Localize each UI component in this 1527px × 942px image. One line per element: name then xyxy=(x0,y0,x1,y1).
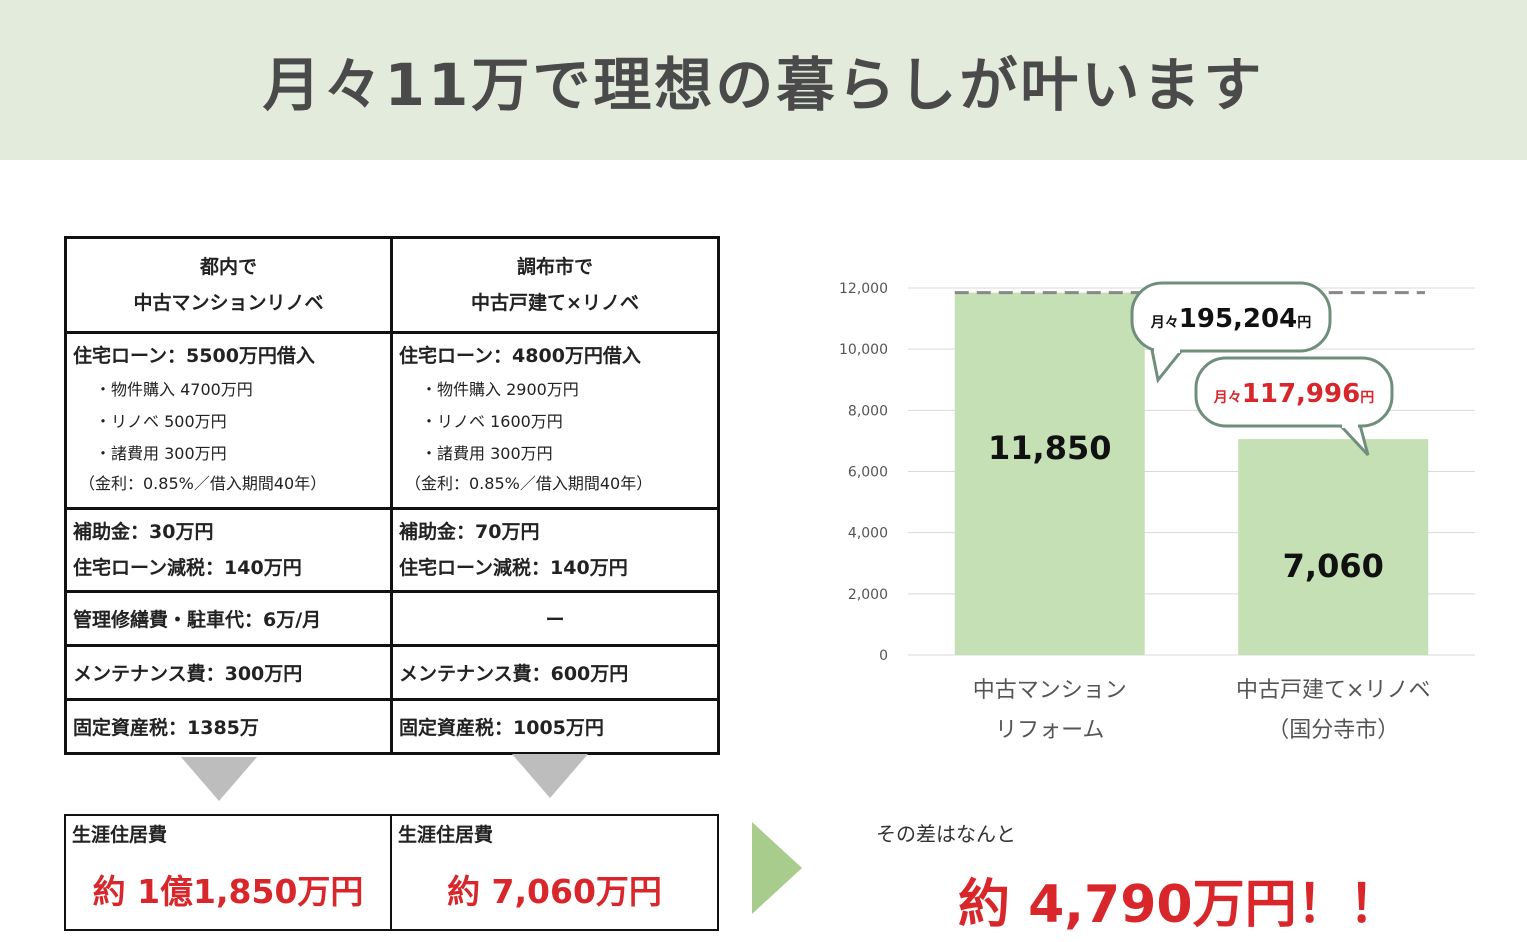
y-tick-label: 0 xyxy=(879,648,888,664)
col1-loan-cell: 住宅ローン：5500万円借入 ・物件購入 4700万円 ・リノベ 500万円 ・… xyxy=(64,331,393,510)
col2-header-line2: 中古戸建て×リノベ xyxy=(471,292,639,314)
col1-header-line1: 都内で xyxy=(199,256,257,278)
col2-loan-item: ・リノベ 1600万円 xyxy=(421,412,563,431)
col1-loan-item: ・物件購入 4700万円 xyxy=(95,380,253,399)
callout-tail-mask xyxy=(1342,422,1358,428)
col1-subsidy: 補助金：30万円 xyxy=(73,521,214,543)
difference-value: 約 4,790万円！！ xyxy=(958,875,1401,935)
difference-intro: その差はなんと xyxy=(876,822,1016,846)
col2-maintenance-cell: メンテナンス費：600万円 xyxy=(390,644,720,701)
callout-amount: 117,996 xyxy=(1242,379,1360,409)
header-banner: 月々11万で理想の暮らしが叶います xyxy=(0,0,1527,160)
col2-subsidy: 補助金：70万円 xyxy=(399,521,540,543)
down-arrow-icon xyxy=(181,757,257,801)
x-tick-label: （国分寺市） xyxy=(1267,718,1399,743)
callout-prefix: 月々 xyxy=(1213,390,1242,406)
callout-box xyxy=(1130,281,1332,353)
col2-total-cell: 生涯住居費 約 7,060万円 xyxy=(390,814,719,931)
x-tick-label: 中古マンション xyxy=(973,678,1127,703)
y-tick-label: 6,000 xyxy=(848,465,888,481)
cost-bar-chart: 0 2,000 4,000 6,000 8,000 10,000 12,000 11,850… xyxy=(839,281,1475,743)
col1-total-label: 生涯住居費 xyxy=(72,824,168,846)
y-tick-label: 10,000 xyxy=(839,342,888,358)
y-tick-label: 8,000 xyxy=(848,403,888,419)
bar-value-label: 7,060 xyxy=(1283,547,1384,585)
col1-loan-note: （金利：0.85%／借入期間40年） xyxy=(79,474,327,493)
col2-loan-item: ・諸費用 300万円 xyxy=(421,444,553,463)
page-title: 月々11万で理想の暮らしが叶います xyxy=(262,51,1265,119)
col1-loan-main: 住宅ローン：5500万円借入 xyxy=(73,345,315,367)
callout-text: 月々117,996円 xyxy=(1213,379,1374,409)
col1-loan-tax-reduction: 住宅ローン減税：140万円 xyxy=(73,557,302,579)
col2-tax-cell: 固定資産税：1005万円 xyxy=(390,698,720,755)
col2-header: 調布市で 中古戸建て×リノベ xyxy=(390,236,720,334)
col1-header-line2: 中古マンションリノベ xyxy=(133,292,324,314)
y-tick-label: 2,000 xyxy=(848,587,888,603)
col2-loan-cell: 住宅ローン：4800万円借入 ・物件購入 2900万円 ・リノベ 1600万円 … xyxy=(390,331,720,510)
callout-unit: 円 xyxy=(1360,390,1374,406)
col2-header-line1: 調布市で xyxy=(516,256,593,278)
callout-box xyxy=(1194,356,1394,428)
col1-loan-item: ・リノベ 500万円 xyxy=(95,412,227,431)
col2-loan-item: ・物件購入 2900万円 xyxy=(421,380,579,399)
x-tick-label: 中古戸建て×リノベ xyxy=(1236,678,1430,703)
bar xyxy=(954,292,1145,655)
col1-tax-cell: 固定資産税：1385万 xyxy=(64,698,393,755)
col2-loan-main: 住宅ローン：4800万円借入 xyxy=(399,345,641,367)
callout-prefix: 月々 xyxy=(1150,315,1179,331)
down-arrow-icon xyxy=(512,754,588,798)
col1-management-cell: 管理修繕費・駐車代：6万/月 xyxy=(64,590,393,647)
y-tick-label: 12,000 xyxy=(839,281,888,297)
col2-loan-note: （金利：0.85%／借入期間40年） xyxy=(405,474,653,493)
col1-total-value: 約 1億1,850万円 xyxy=(92,872,364,911)
chart-y-axis: 0 2,000 4,000 6,000 8,000 10,000 12,000 xyxy=(839,281,888,664)
chart-bar-labels: 11,850 7,060 xyxy=(988,429,1384,585)
callout-tail xyxy=(1150,348,1186,384)
chart-bars xyxy=(954,292,1429,655)
bar xyxy=(1238,439,1429,655)
col1-total-cell: 生涯住居費 約 1億1,850万円 xyxy=(64,814,392,931)
callout-tail-mask xyxy=(1154,347,1180,353)
col1-loan-item: ・諸費用 300万円 xyxy=(95,444,227,463)
col2-subsidy-cell: 補助金：70万円 住宅ローン減税：140万円 xyxy=(390,507,720,593)
col2-total-value: 約 7,060万円 xyxy=(447,872,662,911)
callout-text: 月々195,204円 xyxy=(1150,304,1311,334)
col2-management-cell: ー xyxy=(390,590,720,647)
right-arrow-icon xyxy=(752,822,802,914)
col1-maintenance-cell: メンテナンス費：300万円 xyxy=(64,644,393,701)
callout-bubble: 月々195,204円 xyxy=(1130,281,1332,384)
bar-value-label: 11,850 xyxy=(988,429,1111,467)
x-tick-label: リフォーム xyxy=(995,718,1104,743)
col2-loan-tax-reduction: 住宅ローン減税：140万円 xyxy=(399,557,628,579)
comparison-table: 都内で 中古マンションリノベ 調布市で 中古戸建て×リノベ 住宅ローン：5500… xyxy=(64,236,720,755)
y-tick-label: 4,000 xyxy=(848,526,888,542)
col1-subsidy-cell: 補助金：30万円 住宅ローン減税：140万円 xyxy=(64,507,393,593)
callout-unit: 円 xyxy=(1297,315,1311,331)
totals-table: 生涯住居費 約 1億1,850万円 生涯住居費 約 7,060万円 xyxy=(64,814,719,931)
col2-total-label: 生涯住居費 xyxy=(398,824,494,846)
callout-bubble: 月々117,996円 xyxy=(1194,356,1394,457)
callout-amount: 195,204 xyxy=(1179,304,1297,334)
col1-header: 都内で 中古マンションリノベ xyxy=(64,236,393,334)
